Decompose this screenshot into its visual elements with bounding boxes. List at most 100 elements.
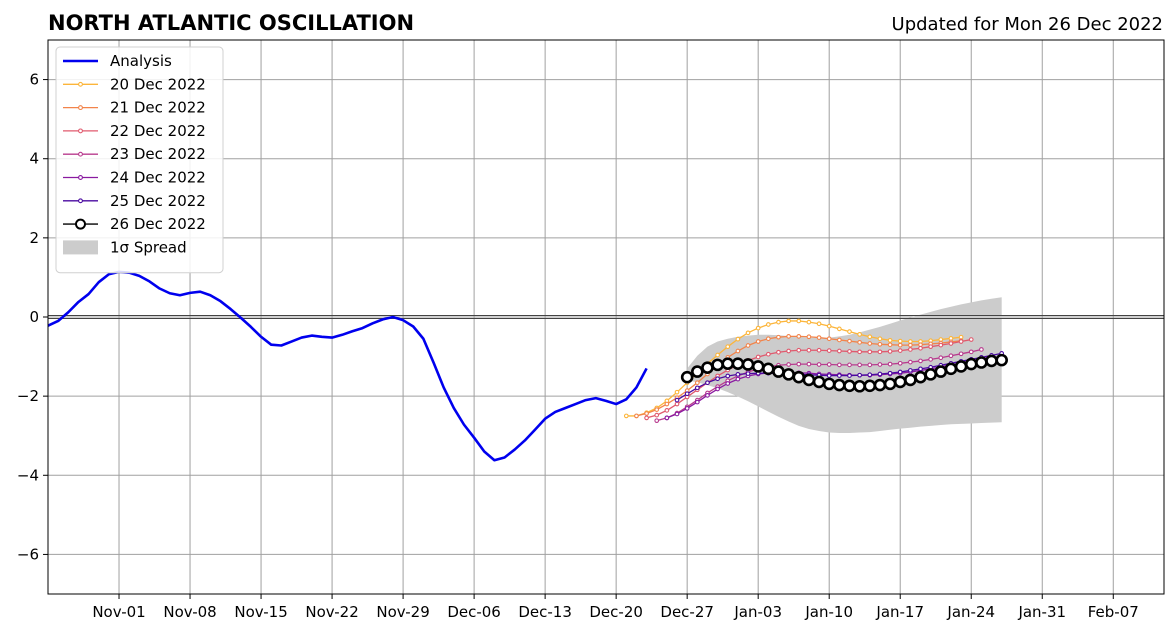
- forecast-point: [786, 362, 791, 367]
- forecast-point: [857, 332, 862, 337]
- forecast-point: [928, 344, 934, 350]
- forecast-point: [694, 399, 700, 405]
- forecast-point: [644, 415, 649, 421]
- legend-label: 22 Dec 2022: [110, 122, 206, 140]
- legend-label: Analysis: [110, 52, 172, 70]
- y-tick-label: −4: [17, 466, 39, 484]
- forecast-point: [897, 348, 903, 353]
- forecast-point: [664, 408, 670, 413]
- legend-label: 25 Dec 2022: [110, 192, 206, 210]
- y-tick-label: 4: [29, 150, 39, 168]
- forecast-point: [765, 322, 771, 327]
- legend-label: 21 Dec 2022: [110, 99, 206, 117]
- forecast-point: [836, 362, 842, 368]
- forecast-point: [918, 345, 923, 351]
- forecast-point: [948, 341, 954, 346]
- legend: Analysis 20 Dec 2022 21 Dec 2022 22 Dec 202…: [55, 46, 224, 274]
- x-tick-label: Nov-15: [234, 603, 287, 621]
- axis-ticks: −6 −4 −2 0 2 4 6 Nov-01 Nov-08 Nov-15 Nov-22 Nov-29…: [17, 71, 1139, 621]
- forecast-point: [664, 415, 670, 421]
- forecast-point: [968, 337, 974, 342]
- forecast-point: [694, 380, 700, 386]
- x-tick-label: Nov-29: [376, 603, 429, 621]
- x-tick-label: Feb-07: [1088, 603, 1139, 621]
- forecast-point: [877, 336, 883, 342]
- forecast-point: [908, 359, 913, 365]
- forecast-point: [745, 330, 751, 336]
- legend-marker: [78, 198, 83, 204]
- forecast-point: [877, 341, 883, 347]
- forecast-point: [806, 319, 812, 325]
- legend-marker: [78, 151, 83, 157]
- forecast-point: [847, 329, 852, 334]
- legend-label: 23 Dec 2022: [110, 145, 206, 163]
- forecast-point: [755, 354, 761, 360]
- forecast-point: [924, 368, 937, 381]
- forecast-point: [796, 334, 802, 339]
- forecast-point: [897, 342, 903, 348]
- legend-marker: [78, 175, 83, 180]
- forecast-point: [826, 348, 832, 353]
- forecast-point: [711, 358, 724, 372]
- forecast-point: [826, 336, 832, 342]
- forecast-point: [654, 412, 660, 418]
- forecast-point: [715, 352, 720, 358]
- chart-subtitle: Updated for Mon 26 Dec 2022: [892, 14, 1163, 35]
- forecast-point: [867, 341, 873, 346]
- forecast-point: [867, 362, 873, 368]
- forecast-point: [674, 397, 680, 403]
- x-tick-label: Dec-27: [660, 603, 714, 621]
- forecast-point: [735, 348, 741, 354]
- x-tick-label: Dec-06: [447, 603, 501, 621]
- y-tick-label: 6: [29, 71, 39, 89]
- forecast-point: [826, 323, 832, 329]
- forecast-point: [776, 334, 781, 340]
- forecast-point: [792, 370, 806, 384]
- forecast-point: [806, 347, 812, 353]
- forecast-point: [877, 362, 883, 367]
- forecast-point: [684, 406, 690, 411]
- forecast-point: [847, 338, 852, 344]
- legend-entry: 24 Dec 2022: [63, 169, 206, 187]
- x-tick-label: Nov-22: [305, 603, 358, 621]
- legend-entry: 25 Dec 2022: [63, 192, 206, 210]
- forecast-point: [887, 370, 893, 376]
- legend-label: 20 Dec 2022: [110, 75, 206, 93]
- forecast-point: [664, 401, 670, 407]
- grid: [48, 40, 1164, 594]
- forecast-point: [644, 411, 649, 416]
- forecast-point: [816, 362, 822, 367]
- legend-entry: Analysis: [63, 52, 172, 70]
- forecast-point: [755, 339, 761, 344]
- forecast-point: [782, 368, 795, 381]
- forecast-point: [826, 373, 832, 378]
- forecast-point: [887, 349, 893, 354]
- x-tick-label: Jan-24: [946, 603, 995, 621]
- x-tick-label: Nov-01: [92, 603, 145, 621]
- forecast-point: [948, 353, 954, 359]
- series: [47, 270, 1008, 462]
- forecast-point: [836, 348, 842, 354]
- analysis-line: [47, 270, 648, 462]
- forecast-point: [944, 362, 958, 376]
- forecast-point: [725, 381, 731, 386]
- y-tick-label: −6: [17, 545, 39, 563]
- forecast-point: [938, 355, 944, 361]
- forecast-point: [735, 336, 741, 342]
- forecast-point: [725, 344, 731, 350]
- forecast-point: [786, 334, 791, 339]
- forecast-line: [626, 320, 962, 417]
- forecast-point: [877, 371, 883, 377]
- legend-label: 1σ Spread: [110, 238, 187, 256]
- legend-label: 24 Dec 2022: [110, 169, 206, 187]
- legend-entry: 23 Dec 2022: [63, 145, 206, 163]
- forecast-point: [964, 357, 978, 371]
- forecast-point: [887, 337, 893, 343]
- legend-marker: [78, 105, 83, 111]
- x-tick-label: Jan-17: [875, 603, 924, 621]
- forecast-point: [954, 360, 968, 373]
- forecast-point: [701, 361, 714, 374]
- forecast-point: [968, 349, 974, 355]
- forecast-point: [867, 334, 873, 340]
- forecast-point: [908, 342, 913, 348]
